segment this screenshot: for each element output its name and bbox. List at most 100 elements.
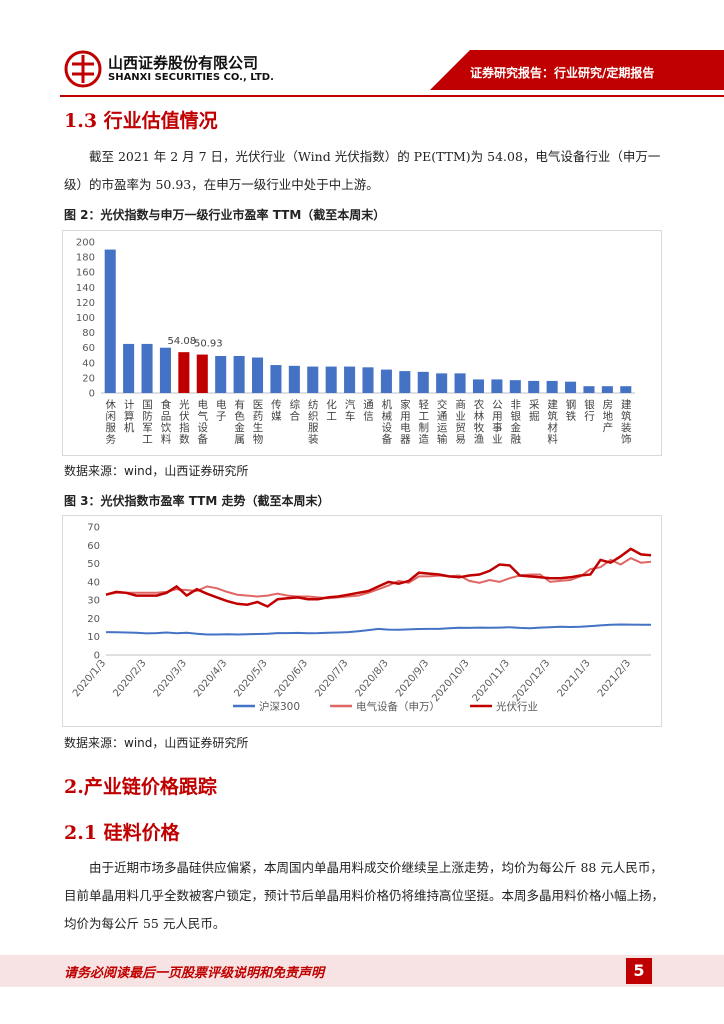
x-tick-label: 商业贸易 xyxy=(454,398,466,445)
x-tick-label: 非银金融 xyxy=(509,399,521,445)
header-banner xyxy=(430,50,724,90)
x-tick-label: 2020/4/3 xyxy=(192,658,229,699)
bar xyxy=(141,343,153,393)
y-tick-label: 200 xyxy=(76,238,95,249)
bar xyxy=(362,367,374,393)
bar xyxy=(159,347,171,393)
x-tick-label: 有色金属 xyxy=(233,398,245,445)
logo xyxy=(64,50,102,88)
y-tick-label: 0 xyxy=(94,651,100,662)
bar xyxy=(123,343,135,393)
bar xyxy=(454,373,466,393)
bar xyxy=(546,380,558,393)
x-tick-label: 农林牧渔 xyxy=(472,398,484,445)
figure-caption: 图 3：光伏指数市盈率 TTM 走势（截至本周末） xyxy=(64,494,330,508)
x-tick-label: 建筑材料 xyxy=(546,398,558,445)
y-tick-label: 120 xyxy=(76,298,95,309)
section-heading: 2.1 硅料价格 xyxy=(64,822,180,844)
disclaimer: 请务必阅读最后一页股票评级说明和免责声明 xyxy=(64,966,325,981)
y-tick-label: 140 xyxy=(76,283,95,294)
y-tick-label: 20 xyxy=(82,373,95,384)
y-tick-label: 70 xyxy=(87,523,100,534)
x-tick-label: 2020/2/3 xyxy=(111,658,148,699)
y-tick-label: 40 xyxy=(87,577,100,588)
y-tick-label: 80 xyxy=(82,328,95,339)
x-tick-label: 2020/11/3 xyxy=(471,658,512,704)
bar xyxy=(583,386,595,393)
x-tick-label: 2020/10/3 xyxy=(430,658,471,704)
bar xyxy=(344,366,356,393)
y-tick-label: 30 xyxy=(87,596,100,607)
x-tick-label: 2021/1/3 xyxy=(555,658,592,699)
bar xyxy=(233,356,245,393)
x-tick-label: 采掘 xyxy=(528,399,540,422)
y-tick-label: 60 xyxy=(87,541,100,552)
x-tick-label: 机械设备 xyxy=(380,398,392,445)
y-tick-label: 60 xyxy=(82,343,95,354)
bar xyxy=(417,371,429,393)
bar xyxy=(601,386,613,393)
bar xyxy=(104,249,116,393)
y-tick-label: 100 xyxy=(76,313,95,324)
figure-source: 数据来源：wind，山西证券研究所 xyxy=(64,736,249,750)
legend-label: 光伏行业 xyxy=(496,700,538,713)
x-tick-label: 交通运输 xyxy=(436,398,448,445)
bar xyxy=(178,352,190,393)
figure-caption: 图 2：光伏指数与申万一级行业市盈率 TTM（截至本周末） xyxy=(64,208,386,222)
y-tick-label: 40 xyxy=(82,358,95,369)
bar xyxy=(436,373,448,393)
legend-label: 电气设备（申万） xyxy=(356,700,440,713)
company-cn: 山西证券股份有限公司 xyxy=(108,54,259,72)
series-line xyxy=(105,556,652,600)
x-tick-label: 食品饮料 xyxy=(159,398,171,445)
y-tick-label: 180 xyxy=(76,253,95,264)
x-tick-label: 计算机 xyxy=(123,398,135,433)
y-tick-label: 20 xyxy=(87,614,100,625)
x-tick-label: 汽车 xyxy=(344,398,356,422)
header-rule xyxy=(60,95,724,97)
section-heading: 1.3 行业估值情况 xyxy=(64,110,218,132)
x-tick-label: 2020/6/3 xyxy=(273,658,310,699)
value-label: 54.08 xyxy=(168,336,197,347)
x-tick-label: 家用电器 xyxy=(399,398,411,445)
y-tick-label: 0 xyxy=(89,389,95,400)
bar xyxy=(215,356,227,393)
x-tick-label: 2020/5/3 xyxy=(232,658,269,699)
bar xyxy=(565,381,577,393)
x-tick-label: 2020/9/3 xyxy=(394,658,431,699)
y-tick-label: 10 xyxy=(87,632,100,643)
bar xyxy=(251,357,264,393)
report-type: 证券研究报告：行业研究/定期报告 xyxy=(470,66,655,80)
value-label: 50.93 xyxy=(194,339,223,350)
x-tick-label: 钢铁 xyxy=(565,398,577,422)
legend-label: 沪深300 xyxy=(259,700,300,713)
x-tick-label: 通信 xyxy=(362,399,374,422)
x-tick-label: 医药生物 xyxy=(252,399,264,445)
x-tick-label: 电子 xyxy=(215,398,227,422)
x-tick-label: 建筑装饰 xyxy=(620,398,632,445)
section-heading: 2.产业链价格跟踪 xyxy=(64,776,217,798)
series-line xyxy=(105,547,652,608)
bar-chart: 0 20 40 60 80 100 120 140 160 180 200 休闲服务 计算机 国防军工 食品… xyxy=(62,230,662,456)
x-tick-label: 纺织服装 xyxy=(307,398,319,445)
x-tick-label: 银行 xyxy=(583,398,595,422)
x-tick-label: 化工 xyxy=(325,398,337,422)
bar xyxy=(196,354,208,393)
x-tick-label: 轻工制造 xyxy=(417,398,429,445)
bar xyxy=(270,365,282,393)
bar xyxy=(399,371,411,393)
x-tick-label: 2020/12/3 xyxy=(511,658,552,704)
bar xyxy=(307,366,319,393)
bar xyxy=(528,380,540,393)
x-tick-label: 传媒 xyxy=(270,399,282,422)
x-tick-label: 光伏指数 xyxy=(178,398,190,445)
footer-band xyxy=(0,955,724,987)
x-tick-label: 电气设备 xyxy=(196,398,208,445)
x-tick-label: 2021/2/3 xyxy=(596,658,633,699)
x-tick-label: 2020/1/3 xyxy=(71,658,108,699)
page-number: 5 xyxy=(626,958,652,984)
x-tick-label: 国防军工 xyxy=(141,399,153,445)
x-tick-label: 公用事业 xyxy=(491,399,503,445)
bar xyxy=(288,365,300,393)
